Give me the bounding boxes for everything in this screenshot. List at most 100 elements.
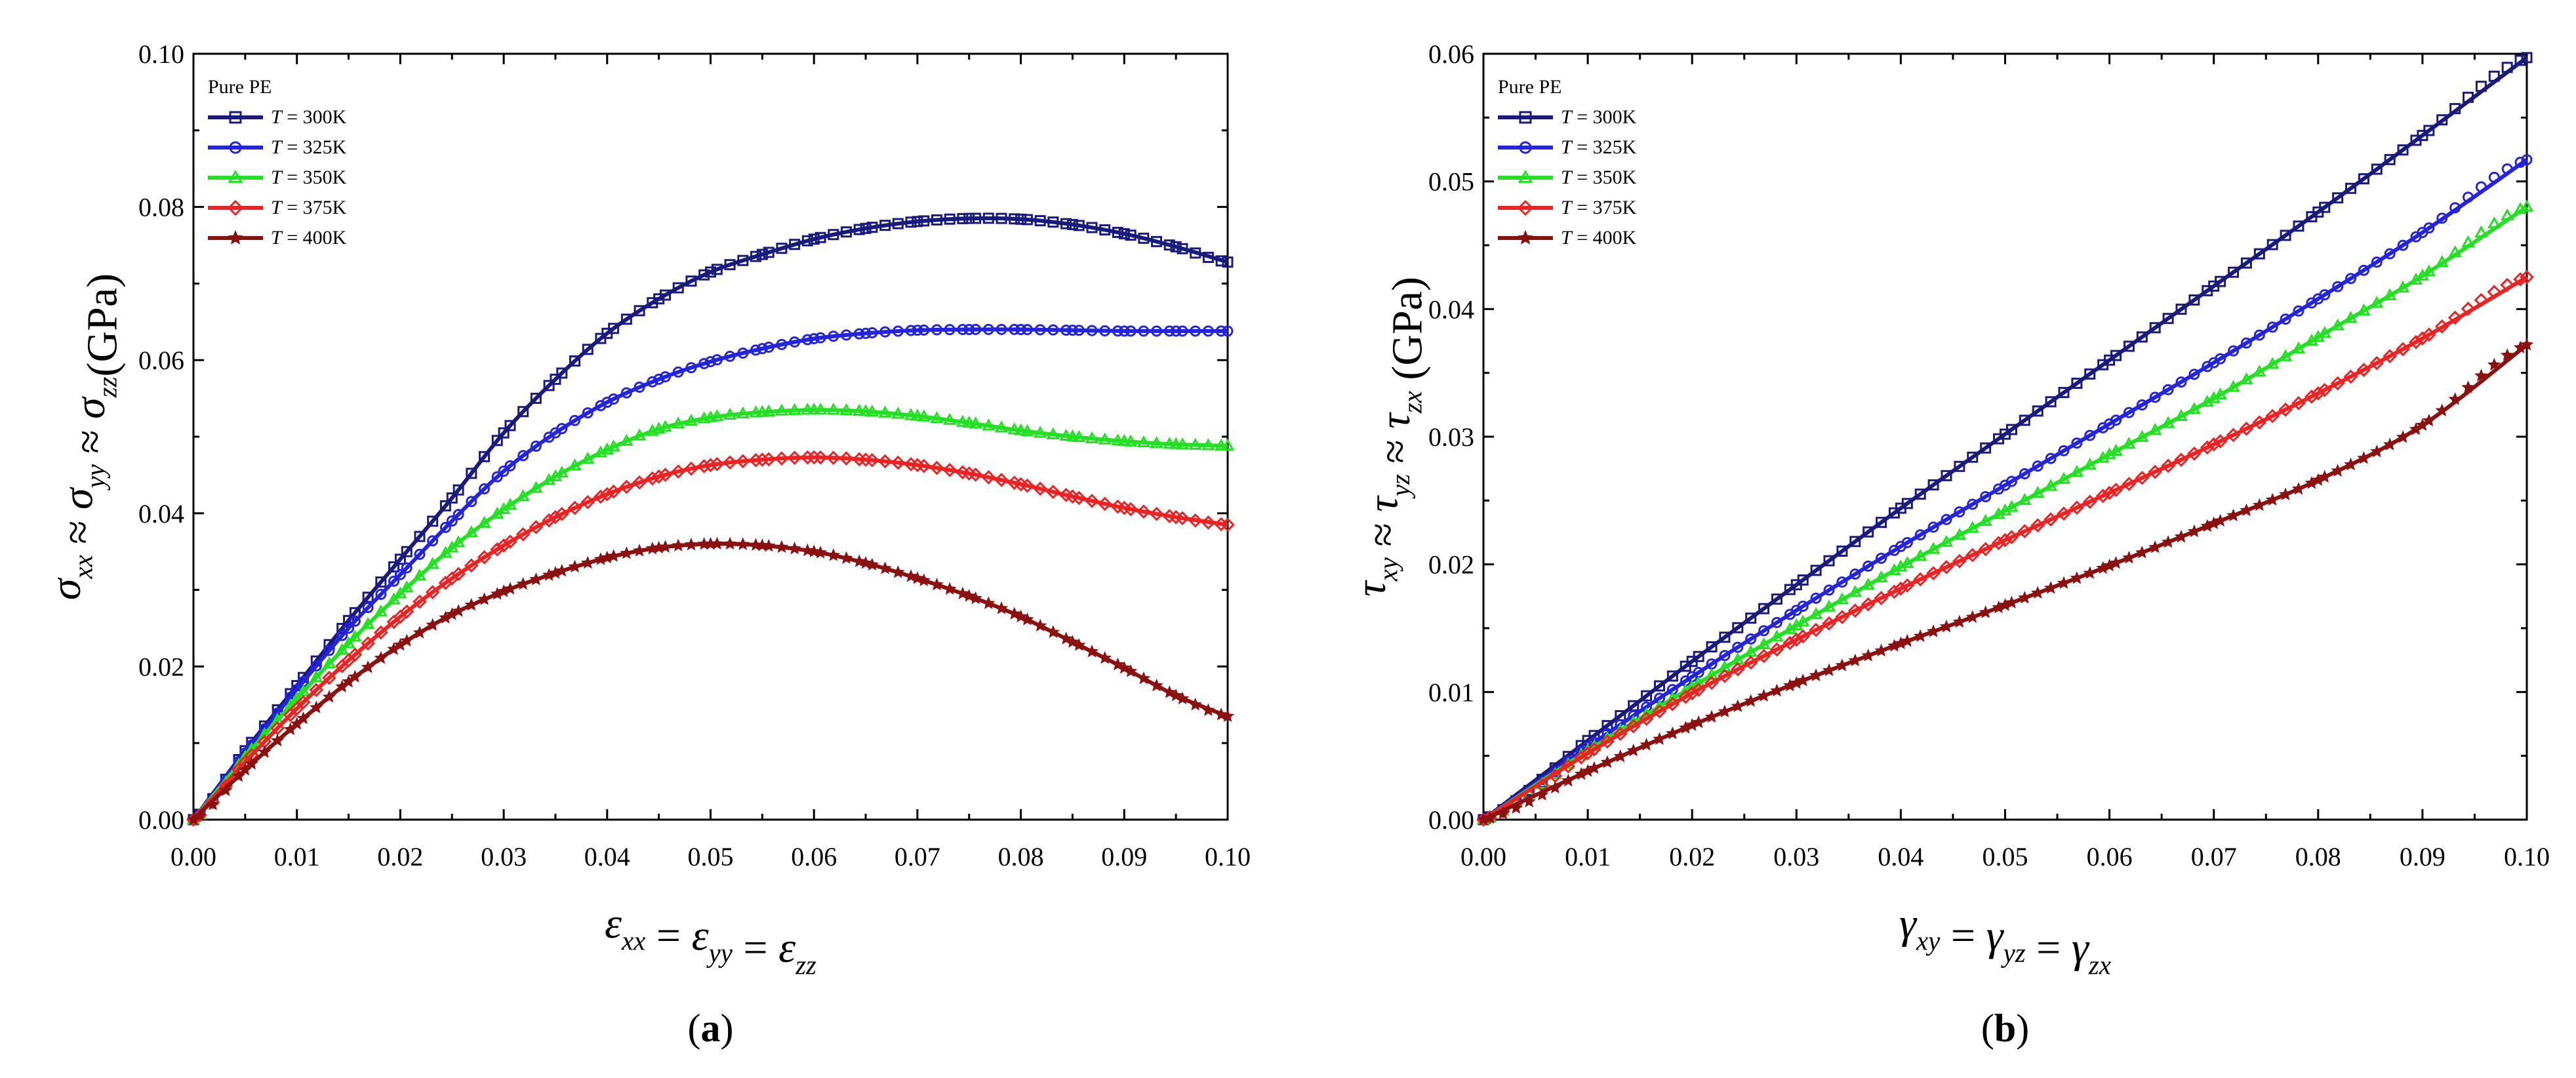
interp-marker bbox=[750, 344, 761, 356]
interp-marker bbox=[2291, 481, 2306, 495]
y-tick-label: 0.04 bbox=[138, 499, 184, 529]
data-point bbox=[1222, 256, 1234, 268]
plot-frame bbox=[1482, 52, 2528, 821]
legend-marker bbox=[228, 230, 243, 245]
interp-marker bbox=[697, 411, 711, 424]
legend-marker bbox=[1518, 169, 1533, 183]
interp-marker bbox=[1810, 565, 1822, 576]
panel-label: (b) bbox=[1981, 1007, 2029, 1050]
interp-marker bbox=[2202, 285, 2213, 296]
legend-title: Pure PE bbox=[1498, 76, 1562, 98]
interp-marker bbox=[787, 450, 802, 466]
interp-marker bbox=[2135, 470, 2150, 485]
interp-marker bbox=[2097, 422, 2109, 433]
interp-marker bbox=[595, 400, 607, 412]
interp-marker bbox=[1926, 542, 1941, 554]
interp-marker bbox=[1033, 618, 1047, 632]
interp-marker bbox=[334, 658, 350, 673]
interp-marker bbox=[647, 376, 658, 388]
series-t-300k bbox=[188, 212, 1234, 826]
interp-marker bbox=[2202, 361, 2213, 372]
interp-marker bbox=[1626, 719, 1641, 734]
interp-marker bbox=[1796, 629, 1811, 644]
interp-marker bbox=[1835, 592, 1849, 605]
legend-marker bbox=[1519, 141, 1532, 154]
y-axis-title-group: σxx ≈ σyy ≈ σzz(GPa) bbox=[42, 273, 126, 600]
interp-marker bbox=[839, 403, 853, 416]
interp-marker bbox=[684, 461, 698, 476]
interp-marker bbox=[2344, 311, 2358, 323]
interp-marker bbox=[697, 536, 711, 550]
interp-marker bbox=[516, 576, 530, 590]
interp-marker bbox=[2306, 211, 2318, 223]
interp-marker bbox=[2461, 235, 2475, 247]
interp-marker bbox=[982, 212, 994, 224]
data-point bbox=[393, 586, 407, 599]
interp-marker bbox=[2032, 405, 2043, 417]
interp-marker bbox=[1874, 591, 1889, 605]
interp-marker bbox=[555, 466, 569, 478]
interp-marker bbox=[775, 451, 789, 466]
interp-marker bbox=[439, 500, 451, 511]
interp-marker bbox=[1020, 478, 1035, 493]
interp-marker bbox=[2306, 297, 2318, 309]
interp-marker bbox=[529, 520, 544, 534]
data-point bbox=[2520, 199, 2534, 212]
interp-marker bbox=[1745, 633, 1757, 645]
interp-marker bbox=[2240, 337, 2252, 349]
interp-marker bbox=[439, 546, 453, 558]
interp-marker bbox=[1901, 536, 1913, 548]
interp-marker bbox=[2343, 369, 2358, 384]
interp-marker bbox=[1535, 788, 1549, 801]
interp-marker bbox=[2463, 91, 2474, 103]
interp-marker bbox=[2280, 313, 2291, 325]
data-point bbox=[2521, 52, 2533, 64]
interp-marker bbox=[1034, 324, 1046, 336]
y-axis-title-sub-0: xx bbox=[68, 555, 98, 579]
interp-marker bbox=[516, 489, 530, 502]
interp-marker bbox=[2397, 239, 2409, 251]
interp-marker bbox=[2215, 275, 2226, 287]
interp-marker bbox=[826, 548, 841, 561]
interp-marker bbox=[2096, 561, 2110, 574]
interp-marker bbox=[2005, 595, 2019, 609]
x-tick-label: 0.00 bbox=[171, 842, 216, 871]
legend-item: T = 300K bbox=[208, 106, 347, 128]
interp-marker bbox=[2123, 407, 2135, 418]
data-point bbox=[498, 466, 510, 477]
interp-marker bbox=[620, 387, 632, 399]
panel-label-letter: b bbox=[1994, 1007, 2016, 1050]
interp-marker bbox=[1847, 603, 1862, 618]
interp-marker bbox=[761, 404, 776, 417]
interp-marker bbox=[866, 222, 878, 233]
interp-marker bbox=[374, 605, 388, 617]
x-tick-label: 0.09 bbox=[2400, 842, 2445, 871]
interp-marker bbox=[931, 214, 942, 226]
interp-marker bbox=[1163, 325, 1175, 337]
interp-marker bbox=[723, 407, 737, 420]
interp-marker bbox=[2136, 399, 2148, 410]
data-point bbox=[343, 622, 355, 634]
interp-marker bbox=[1163, 239, 1175, 251]
interp-marker bbox=[620, 313, 632, 325]
interp-marker bbox=[322, 670, 336, 685]
legend-item: T = 325K bbox=[1498, 136, 1637, 158]
interp-marker bbox=[595, 332, 607, 344]
interp-marker bbox=[2344, 457, 2358, 471]
x-tick-label: 0.07 bbox=[895, 842, 940, 871]
interp-marker bbox=[930, 577, 944, 591]
interp-marker bbox=[1190, 247, 1201, 259]
interp-marker bbox=[335, 643, 349, 655]
interp-marker bbox=[2071, 377, 2083, 389]
data-point bbox=[342, 636, 355, 649]
interp-marker bbox=[828, 229, 839, 241]
interp-marker bbox=[310, 670, 323, 683]
interp-marker bbox=[530, 440, 542, 452]
interp-marker bbox=[375, 588, 387, 600]
interp-marker bbox=[2095, 489, 2110, 504]
x-tick-label: 0.04 bbox=[1878, 842, 1923, 871]
interp-marker bbox=[1007, 607, 1021, 620]
interp-marker bbox=[1861, 597, 1876, 612]
interp-marker bbox=[2423, 125, 2435, 136]
data-point bbox=[807, 403, 821, 415]
